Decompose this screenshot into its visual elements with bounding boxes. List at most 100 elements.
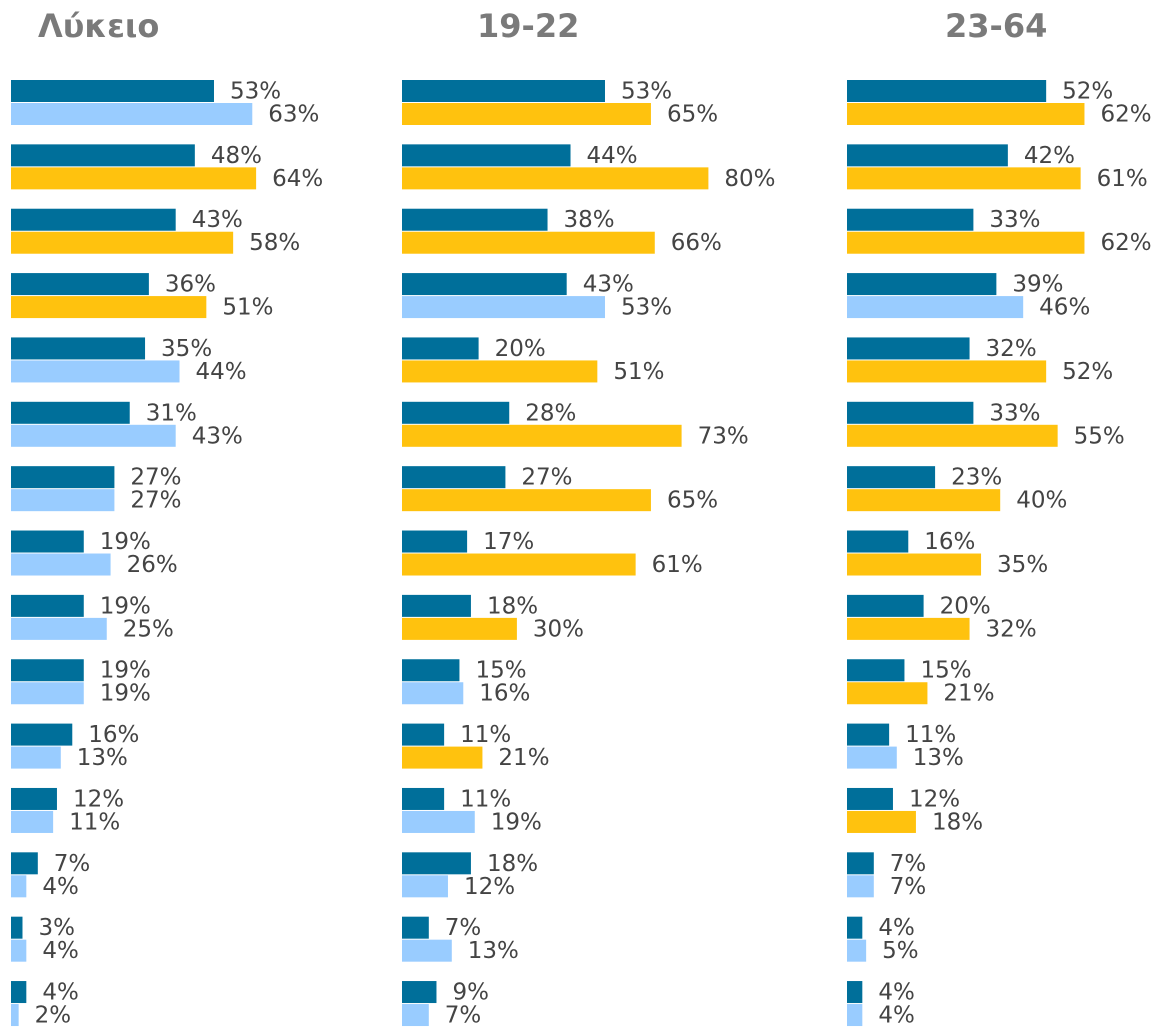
bar	[11, 787, 57, 810]
value-label: 65%	[667, 102, 718, 128]
value-label: 7%	[445, 1003, 482, 1028]
bar	[847, 723, 890, 746]
bar	[402, 103, 651, 125]
value-label: 51%	[613, 359, 664, 385]
value-label: 61%	[652, 552, 703, 578]
value-label: 27%	[130, 488, 181, 514]
bar	[402, 939, 452, 962]
bar	[402, 401, 510, 424]
value-label: 26%	[127, 552, 178, 578]
bar	[847, 1004, 863, 1027]
value-label: 38%	[564, 207, 615, 233]
value-label: 20%	[940, 593, 991, 619]
bar	[847, 208, 974, 231]
bar	[11, 208, 176, 231]
value-label: 7%	[445, 915, 482, 941]
bar	[847, 553, 982, 576]
bar	[402, 231, 655, 254]
value-label: 15%	[920, 658, 971, 684]
bar	[11, 659, 84, 682]
bar	[847, 852, 874, 875]
bar	[402, 875, 448, 898]
panel-title: 23-64	[945, 7, 1047, 45]
value-label: 18%	[487, 593, 538, 619]
bar	[402, 787, 445, 810]
value-label: 66%	[671, 230, 722, 256]
value-label: 19%	[100, 658, 151, 684]
value-label: 4%	[42, 980, 79, 1006]
value-label: 13%	[77, 745, 128, 771]
value-label: 53%	[230, 79, 281, 105]
value-label: 53%	[621, 295, 672, 321]
bar	[11, 80, 214, 102]
value-label: 18%	[932, 809, 983, 835]
value-label: 20%	[495, 336, 546, 362]
value-label: 46%	[1039, 295, 1090, 321]
bar	[402, 530, 468, 553]
value-label: 4%	[878, 1003, 915, 1028]
value-label: 16%	[924, 529, 975, 555]
bar	[402, 682, 464, 705]
bar	[402, 723, 445, 746]
bar	[402, 489, 651, 512]
value-label: 36%	[165, 272, 216, 298]
value-label: 17%	[483, 529, 534, 555]
value-label: 61%	[1097, 166, 1148, 192]
bar	[847, 939, 867, 962]
bar	[847, 659, 905, 682]
bar	[11, 553, 111, 576]
value-label: 55%	[1074, 423, 1125, 449]
bar	[402, 296, 605, 319]
bar	[11, 617, 107, 640]
value-label: 53%	[621, 79, 672, 105]
bar	[847, 103, 1085, 125]
bar	[847, 401, 974, 424]
value-label: 21%	[943, 681, 994, 707]
value-label: 12%	[464, 874, 515, 900]
value-label: 63%	[268, 102, 319, 128]
value-label: 7%	[890, 851, 927, 877]
value-label: 35%	[161, 336, 212, 362]
value-label: 64%	[272, 166, 323, 192]
value-label: 13%	[468, 938, 519, 964]
bar	[11, 594, 84, 617]
value-label: 21%	[498, 745, 549, 771]
bar	[847, 810, 916, 833]
value-label: 42%	[1024, 143, 1075, 169]
value-label: 3%	[38, 915, 75, 941]
bar	[11, 530, 84, 553]
value-label: 43%	[583, 272, 634, 298]
bar	[847, 489, 1001, 512]
value-label: 31%	[146, 400, 197, 426]
bar	[402, 466, 506, 489]
value-label: 11%	[905, 722, 956, 748]
bar	[847, 144, 1008, 167]
bar	[11, 296, 207, 319]
bar	[847, 273, 997, 296]
value-label: 12%	[909, 786, 960, 812]
value-label: 16%	[479, 681, 530, 707]
bar	[847, 594, 924, 617]
value-label: 18%	[487, 851, 538, 877]
bar	[847, 337, 970, 360]
value-label: 7%	[890, 874, 927, 900]
bar	[11, 939, 27, 962]
bar	[402, 810, 475, 833]
value-label: 40%	[1016, 488, 1067, 514]
bar	[11, 916, 23, 939]
value-label: 27%	[521, 465, 572, 491]
value-label: 30%	[533, 616, 584, 642]
bar	[11, 852, 38, 875]
bar	[402, 273, 567, 296]
value-label: 27%	[130, 465, 181, 491]
bar	[402, 553, 636, 576]
bar	[402, 1004, 429, 1027]
bar	[11, 167, 257, 190]
bar	[847, 530, 909, 553]
value-label: 43%	[192, 423, 243, 449]
bar	[847, 360, 1047, 383]
value-label: 23%	[951, 465, 1002, 491]
value-label: 11%	[69, 809, 120, 835]
bar	[402, 208, 548, 231]
